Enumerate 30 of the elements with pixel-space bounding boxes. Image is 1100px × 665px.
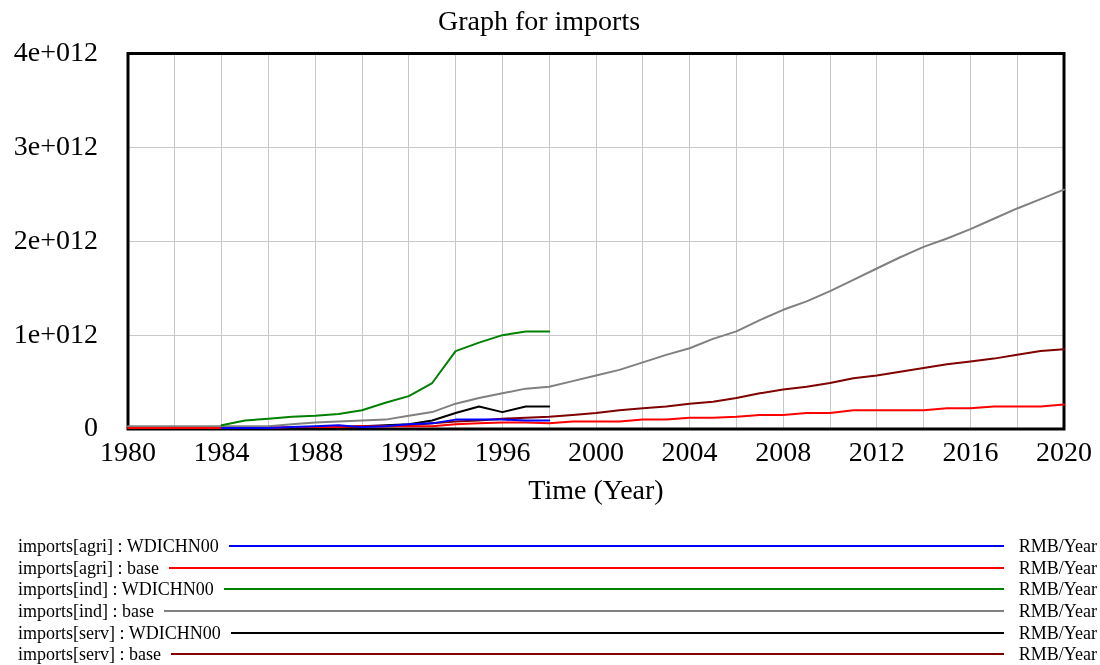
y-tick-label: 2e+012 (13, 223, 98, 255)
text: RMB/Year (1018, 644, 1097, 665)
x-axis-title: Time (Year) (528, 473, 664, 505)
text: RMB/Year (1018, 536, 1097, 557)
text: RMB/Year (1018, 579, 1097, 600)
legend-label: imports[agri] : base (18, 557, 159, 578)
chart-title: Graph for imports (437, 5, 641, 37)
x-tick-label: 1992 (380, 436, 437, 468)
y-tick-label: 0 (84, 411, 98, 443)
legend-label: imports[ind] : base (18, 601, 154, 622)
x-tick-label: 2004 (661, 436, 718, 468)
legend-label: imports[ind] : WDICHN00 (18, 579, 214, 600)
x-tick-label: 2000 (568, 436, 624, 468)
legend-label: imports[serv] : base (18, 644, 161, 665)
x-tick-label: 1984 (193, 436, 250, 468)
x-tick-label: 1988 (287, 436, 344, 468)
legend-label: imports[serv] : WDICHN00 (18, 622, 221, 643)
x-tick-label: 1996 (474, 436, 531, 468)
x-tick-label: 1980 (100, 436, 156, 468)
x-tick-label: 2008 (755, 436, 812, 468)
text: RMB/Year (1018, 622, 1097, 643)
x-tick-label: 2016 (942, 436, 999, 468)
text: RMB/Year (1018, 601, 1097, 622)
y-tick-label: 3e+012 (13, 129, 98, 161)
x-tick-label: 2020 (1036, 436, 1092, 468)
text: RMB/Year (1018, 557, 1097, 578)
y-tick-label: 1e+012 (13, 317, 98, 349)
y-tick-label: 4e+012 (13, 35, 98, 67)
x-tick-label: 2012 (848, 436, 905, 468)
legend-label: imports[agri] : WDICHN00 (18, 536, 219, 557)
